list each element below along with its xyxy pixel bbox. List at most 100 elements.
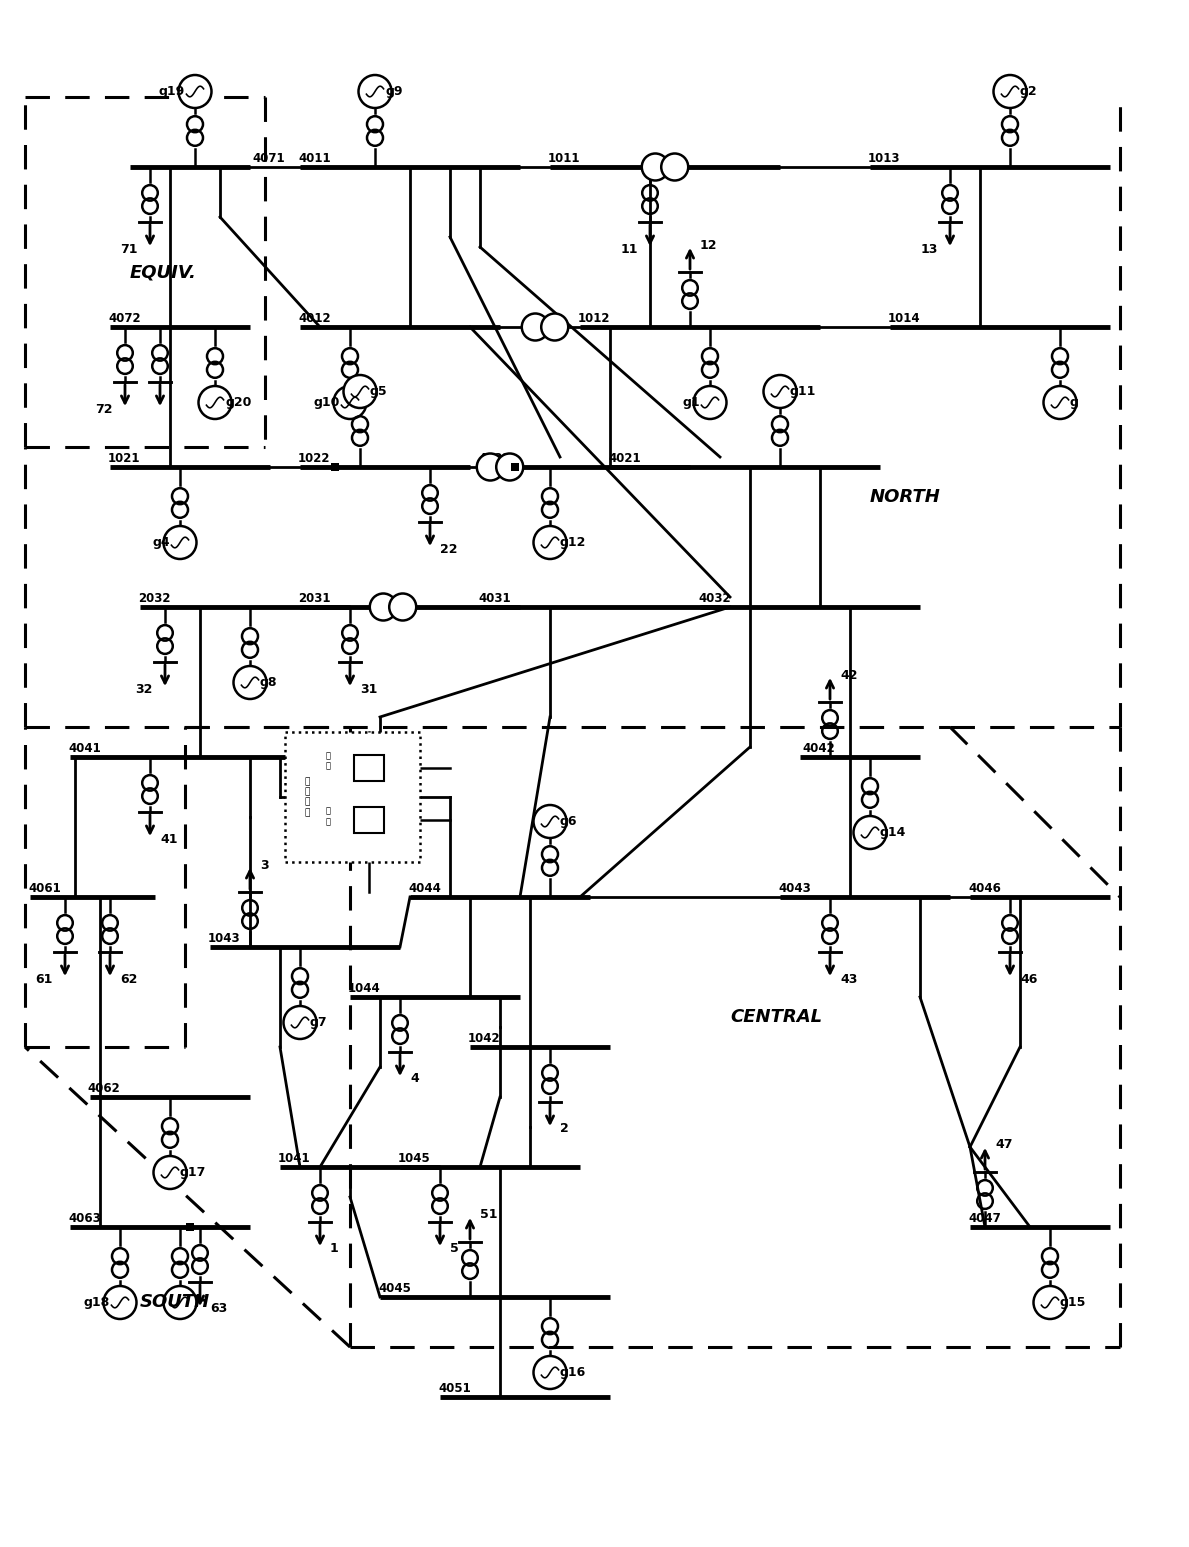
Text: 13: 13 [920,243,938,255]
Text: 4043: 4043 [778,882,811,896]
Circle shape [153,1156,187,1190]
Text: 4047: 4047 [968,1211,1001,1225]
Text: 41: 41 [161,832,177,846]
Text: 4044: 4044 [408,882,441,896]
Bar [512,464,518,470]
Text: g12: g12 [560,535,586,549]
Text: g15: g15 [1061,1296,1087,1309]
Text: 2031: 2031 [298,593,331,605]
Circle shape [389,594,416,620]
Circle shape [522,314,549,340]
Text: g1: g1 [682,396,700,408]
Text: 51: 51 [480,1208,497,1222]
Text: 71: 71 [120,243,138,255]
Circle shape [344,374,377,408]
Text: 4046: 4046 [968,882,1001,896]
Circle shape [1044,387,1076,419]
Text: 4041: 4041 [68,743,101,755]
Text: g20: g20 [225,396,251,408]
Circle shape [534,1357,566,1389]
Circle shape [541,314,568,340]
Text: 47: 47 [995,1139,1013,1151]
Circle shape [333,387,366,419]
Text: 61: 61 [36,973,54,985]
Text: 4: 4 [410,1072,419,1086]
Text: g4: g4 [152,535,170,549]
Text: 5: 5 [449,1242,459,1256]
Text: g7: g7 [310,1016,328,1029]
Text: 1042: 1042 [468,1032,501,1046]
Text: 42: 42 [839,668,857,682]
Circle shape [496,453,523,481]
Text: 1043: 1043 [208,931,240,945]
Text: 4045: 4045 [378,1282,411,1295]
Text: 1041: 1041 [278,1153,310,1165]
Text: 分
裂: 分 裂 [326,750,331,770]
Text: 整
流: 整 流 [326,808,331,826]
Circle shape [854,815,887,849]
Text: EQUIV.: EQUIV. [130,263,197,282]
Text: g11: g11 [789,385,817,398]
Text: 1044: 1044 [348,982,380,995]
Text: g18: g18 [83,1296,111,1309]
Text: 62: 62 [120,973,138,985]
Circle shape [693,387,726,419]
Text: g6: g6 [560,815,578,828]
Text: 4051: 4051 [438,1381,471,1395]
Circle shape [370,594,397,620]
Text: g14: g14 [880,826,906,838]
Text: 4061: 4061 [29,882,61,896]
Text: 直
流
接
入: 直 流 接 入 [304,777,309,817]
Text: 4031: 4031 [478,593,510,605]
Bar [187,1224,193,1230]
Circle shape [359,74,391,108]
Bar [353,755,384,781]
Text: 46: 46 [1020,973,1037,985]
Text: 72: 72 [95,402,113,416]
Text: 1045: 1045 [398,1153,430,1165]
Text: 4063: 4063 [68,1211,101,1225]
Circle shape [477,453,504,481]
Circle shape [763,374,797,408]
Circle shape [534,526,566,558]
Circle shape [199,387,232,419]
Text: SOUTH: SOUTH [140,1293,210,1310]
Text: 4072: 4072 [108,312,140,325]
Text: NORTH: NORTH [870,487,940,506]
Text: 43: 43 [839,973,857,985]
Circle shape [283,1006,316,1040]
Text: 4012: 4012 [298,312,331,325]
Text: g9: g9 [385,85,403,97]
Text: 22: 22 [440,543,458,555]
Text: 4071: 4071 [252,152,284,166]
Circle shape [642,153,668,181]
Circle shape [178,74,212,108]
Text: 4022: 4022 [478,452,510,466]
Text: g16: g16 [560,1366,586,1378]
Text: 63: 63 [210,1303,227,1315]
Text: 4011: 4011 [298,152,331,166]
Text: CENTRAL: CENTRAL [730,1009,822,1026]
Text: 2032: 2032 [138,593,170,605]
Text: 11: 11 [621,243,638,255]
Text: 1012: 1012 [578,312,610,325]
Text: 4021: 4021 [608,452,641,466]
Text: g: g [1070,396,1078,408]
Bar [353,808,384,834]
Text: 1011: 1011 [548,152,580,166]
Circle shape [534,804,566,838]
Text: 2: 2 [560,1123,568,1135]
Circle shape [164,526,196,558]
Text: 1022: 1022 [298,452,331,466]
Text: g17: g17 [180,1166,207,1179]
Text: 32: 32 [136,682,153,696]
Text: 1: 1 [331,1242,339,1256]
FancyBboxPatch shape [285,732,420,862]
Text: g8: g8 [260,676,277,688]
Text: 3: 3 [260,859,269,871]
Text: 4062: 4062 [87,1081,120,1095]
Text: 1014: 1014 [888,312,920,325]
Text: 4042: 4042 [803,743,835,755]
Text: g2: g2 [1020,85,1038,97]
Text: g5: g5 [370,385,388,398]
